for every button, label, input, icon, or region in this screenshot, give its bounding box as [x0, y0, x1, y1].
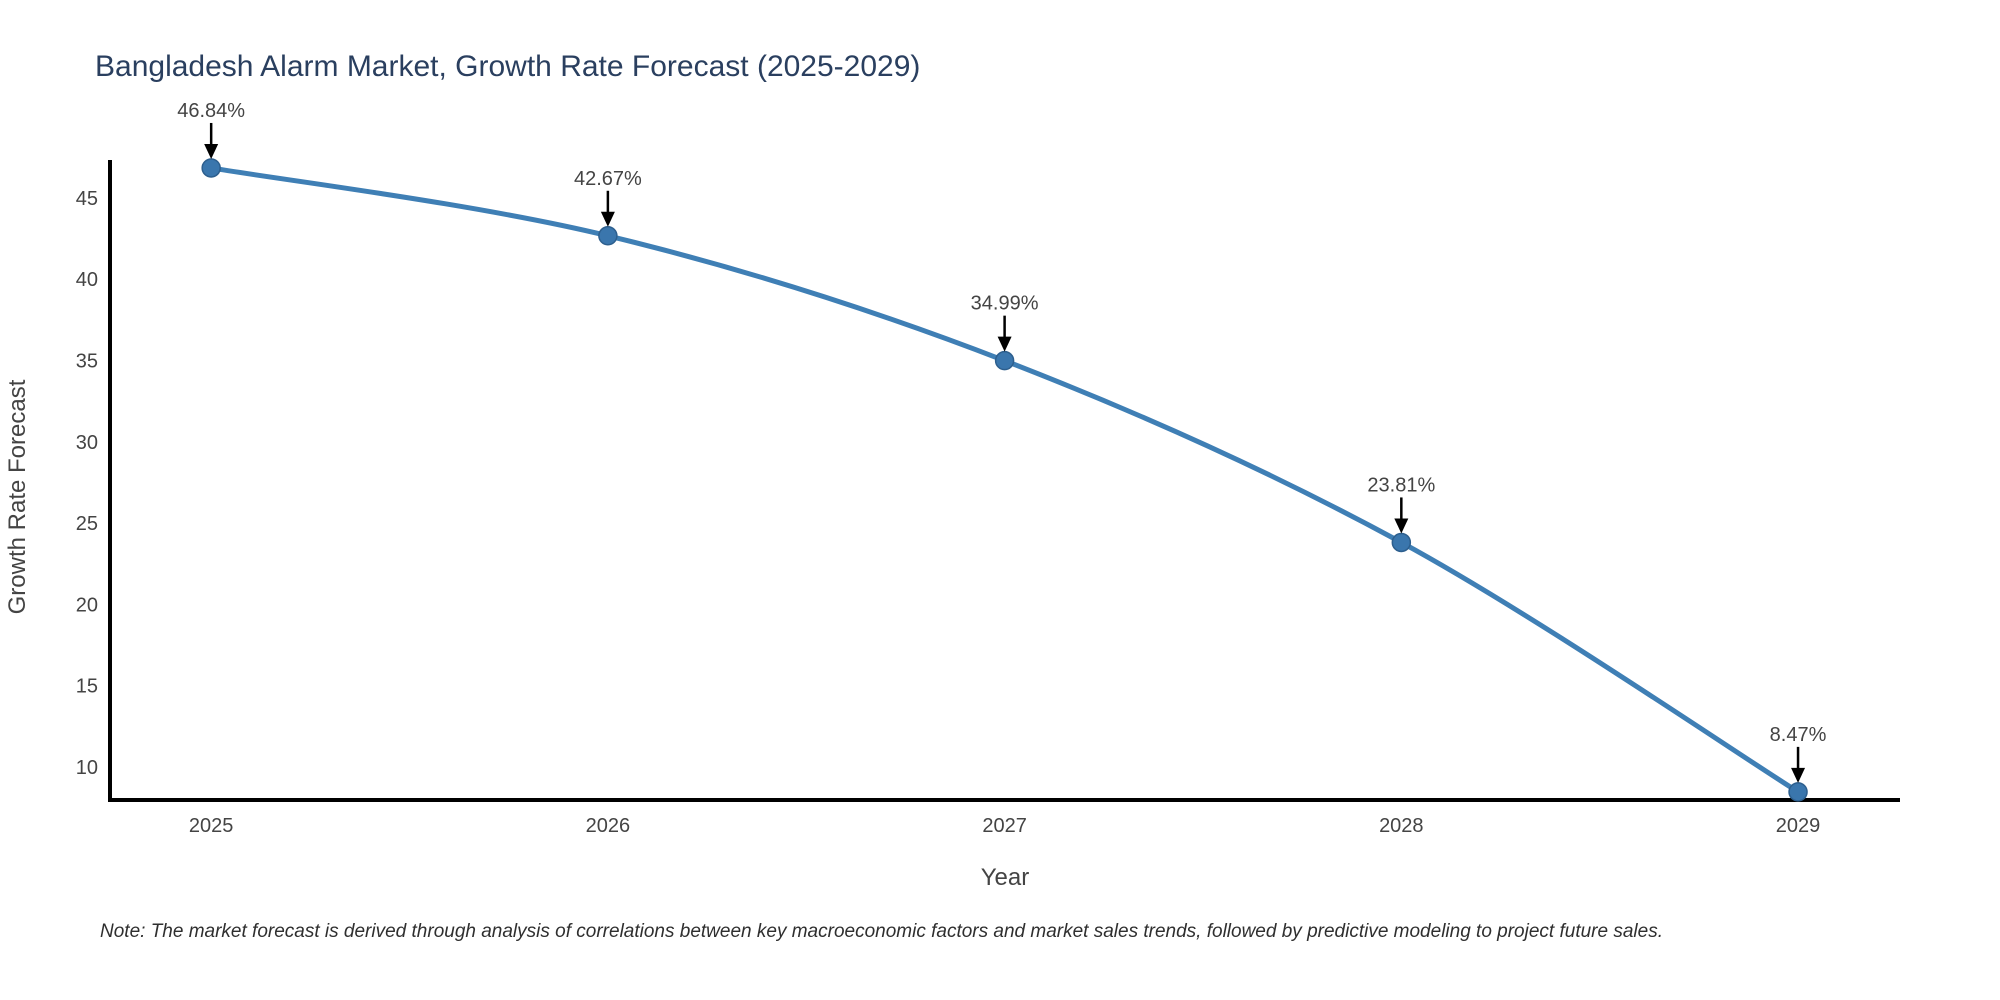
- y-tick-label: 25: [76, 513, 98, 535]
- y-tick-label: 10: [76, 757, 98, 779]
- annotation-label: 42.67%: [574, 168, 642, 190]
- annotation-arrowhead-icon: [1394, 518, 1409, 534]
- x-tick-label: 2027: [982, 815, 1027, 837]
- data-point-marker[interactable]: [598, 226, 618, 246]
- y-tick-label: 45: [76, 188, 98, 210]
- y-tick-label: 35: [76, 350, 98, 372]
- y-tick-label: 40: [76, 269, 98, 291]
- x-tick-label: 2029: [1776, 815, 1821, 837]
- y-tick-label: 20: [76, 594, 98, 616]
- y-axis-title: Growth Rate Forecast: [4, 379, 31, 614]
- annotation-label: 8.47%: [1770, 724, 1827, 746]
- annotation-label: 46.84%: [177, 100, 245, 122]
- forecast-line: [208, 165, 1801, 795]
- chart-title: Bangladesh Alarm Market, Growth Rate For…: [95, 50, 920, 83]
- data-point-marker[interactable]: [994, 350, 1015, 371]
- footnote: Note: The market forecast is derived thr…: [100, 921, 1663, 942]
- annotation-label: 34.99%: [971, 293, 1039, 315]
- annotation-arrowhead-icon: [600, 211, 615, 227]
- data-point-marker[interactable]: [1391, 532, 1412, 553]
- annotation-arrowhead-icon: [204, 143, 219, 159]
- x-tick-label: 2028: [1379, 815, 1424, 837]
- x-tick-label: 2025: [189, 815, 234, 837]
- annotation-label: 23.81%: [1367, 474, 1435, 496]
- data-point-marker[interactable]: [1788, 782, 1808, 802]
- y-tick-label: 15: [76, 676, 98, 698]
- annotation-arrowhead-icon: [997, 336, 1012, 352]
- x-tick-label: 2026: [586, 815, 631, 837]
- annotation-arrowhead-icon: [1791, 767, 1806, 783]
- y-tick-label: 30: [76, 432, 98, 454]
- data-point-marker[interactable]: [201, 158, 221, 178]
- x-axis-title: Year: [981, 864, 1030, 891]
